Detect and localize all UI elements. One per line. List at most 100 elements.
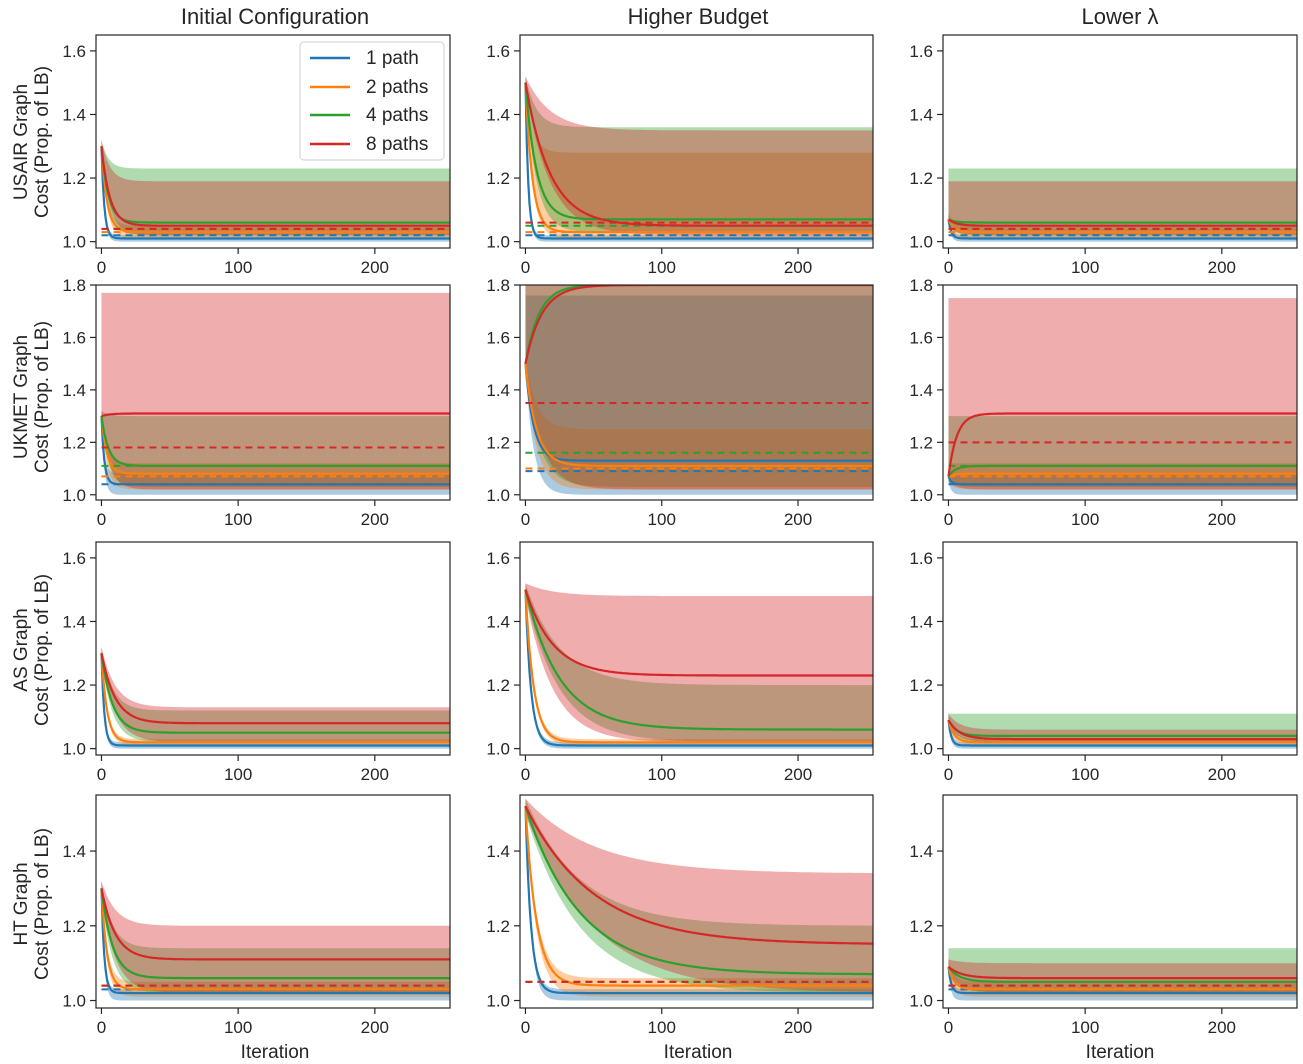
panel-frame-r1c2 (942, 284, 1298, 501)
line-1-path-r0c0 (100, 146, 450, 240)
panel-frame-r1c1 (519, 284, 874, 501)
y-tick-label-r1c1-2: 1.4 (486, 381, 510, 400)
band-8-paths-r1c1 (525, 285, 873, 490)
x-tick-label-r3c0-2: 200 (361, 1018, 389, 1037)
band-1-path-r1c1 (525, 295, 873, 495)
line-1-path-r3c0 (100, 888, 450, 995)
row-label-1-line1: UKMET Graph (11, 335, 32, 459)
line-4-paths-r2c2 (947, 719, 1297, 737)
panel-frame-r3c0 (95, 794, 451, 1009)
y-tick-label-r2c0-3: 1.6 (62, 549, 86, 568)
y-tick-label-r3c0-1: 1.2 (62, 917, 86, 936)
x-tick-label-r2c2-2: 200 (1208, 765, 1236, 784)
y-tick-label-r0c1-3: 1.6 (486, 42, 510, 61)
line-1-path-r2c0 (100, 653, 450, 747)
line-2-paths-r3c1 (524, 806, 873, 987)
band-2-paths-r1c0 (101, 410, 450, 490)
panel-frame-r2c0 (95, 541, 451, 756)
band-8-paths-r3c0 (101, 880, 450, 994)
line-1-path-r0c1 (524, 82, 873, 240)
row-label-1-line2: Cost (Prop. of LB) (32, 321, 53, 473)
y-tick-label-r0c1-0: 1.0 (486, 233, 510, 252)
band-2-paths-r3c2 (948, 959, 1297, 997)
line-1-path-r1c1 (524, 363, 873, 462)
row-label-3-line1: HT Graph (11, 862, 32, 945)
x-tick-label-r2c0-1: 100 (224, 765, 252, 784)
y-tick-label-r3c2-2: 1.4 (909, 842, 933, 861)
x-tick-label-r1c0-2: 200 (361, 510, 389, 529)
y-tick-label-r2c1-2: 1.4 (486, 612, 510, 631)
line-8-paths-r2c1 (524, 589, 873, 677)
y-tick-label-r0c0-1: 1.2 (62, 169, 86, 188)
band-8-paths-r3c1 (525, 798, 873, 992)
panel-frame-r2c1 (519, 541, 874, 756)
x-tick-label-r1c1-2: 200 (784, 510, 812, 529)
band-8-paths-r2c1 (525, 583, 873, 743)
line-4-paths-r1c1 (524, 285, 873, 364)
band-2-paths-r0c1 (525, 76, 873, 239)
y-tick-label-r2c1-1: 1.2 (486, 676, 510, 695)
line-8-paths-r3c2 (947, 966, 1297, 980)
x-tick-label-r3c0-1: 100 (224, 1018, 252, 1037)
line-2-paths-r3c0 (100, 888, 450, 991)
line-8-paths-r1c1 (524, 285, 873, 364)
y-tick-label-r3c1-0: 1.0 (486, 992, 510, 1011)
x-tick-label-r1c2-0: 0 (944, 510, 953, 529)
y-tick-label-r0c0-0: 1.0 (62, 233, 86, 252)
x-axis-label-1: Iteration (664, 1042, 733, 1063)
x-tick-label-r1c0-1: 100 (224, 510, 252, 529)
band-4-paths-r3c1 (525, 798, 873, 993)
x-tick-label-r2c1-2: 200 (784, 765, 812, 784)
line-4-paths-r2c0 (100, 653, 450, 734)
line-2-paths-r1c0 (100, 415, 450, 475)
y-tick-label-r2c1-3: 1.6 (486, 549, 510, 568)
line-1-path-r0c2 (947, 219, 1297, 240)
row-label-0-line2: Cost (Prop. of LB) (32, 66, 53, 218)
line-4-paths-r0c1 (524, 82, 873, 221)
line-2-paths-r3c2 (947, 966, 1297, 991)
band-8-paths-r1c0 (101, 292, 450, 490)
line-1-path-r2c1 (524, 589, 873, 747)
panel-frame-r0c2 (942, 34, 1298, 249)
x-tick-label-r0c0-2: 200 (361, 258, 389, 277)
legend-label-2-paths: 2 paths (366, 77, 428, 98)
line-2-paths-r2c1 (524, 589, 873, 744)
y-tick-label-r2c0-1: 1.2 (62, 676, 86, 695)
band-4-paths-r3c0 (101, 880, 450, 994)
y-tick-label-r2c2-3: 1.6 (909, 549, 933, 568)
y-tick-label-r1c2-3: 1.6 (909, 328, 933, 347)
col-title-2: Lower λ (1081, 4, 1158, 29)
band-8-paths-r0c1 (525, 76, 873, 236)
y-tick-label-r2c2-2: 1.4 (909, 612, 933, 631)
band-8-paths-r2c0 (101, 646, 450, 743)
y-tick-label-r1c1-1: 1.2 (486, 433, 510, 452)
legend-frame (299, 41, 445, 161)
y-tick-label-r1c0-4: 1.8 (62, 276, 86, 295)
x-tick-label-r3c2-0: 0 (944, 1018, 953, 1037)
y-tick-label-r2c2-1: 1.2 (909, 676, 933, 695)
line-4-paths-r0c0 (100, 146, 450, 224)
panel-frame-r3c2 (942, 794, 1298, 1009)
y-tick-label-r1c2-4: 1.8 (909, 276, 933, 295)
col-title-1: Higher Budget (628, 4, 769, 29)
x-axis-label-2: Iteration (1086, 1042, 1155, 1063)
y-tick-label-r1c0-3: 1.6 (62, 328, 86, 347)
labels: Initial Configuration Higher Budget Lowe… (11, 4, 1159, 1063)
y-tick-label-r3c2-1: 1.2 (909, 917, 933, 936)
x-tick-label-r2c1-1: 100 (648, 765, 676, 784)
panel-frame-r1c0 (95, 284, 451, 501)
axes: 1.0 1.2 1.4 1.6 0 100 200 1.0 1.2 1.4 1.6 0 100 200 1.… (62, 34, 1298, 1037)
line-4-paths-r3c0 (100, 888, 450, 980)
y-tick-label-r1c1-4: 1.8 (486, 276, 510, 295)
x-tick-label-r1c2-2: 200 (1208, 510, 1236, 529)
y-tick-label-r1c0-2: 1.4 (62, 381, 86, 400)
band-4-paths-r1c0 (101, 410, 450, 487)
y-tick-label-r0c2-0: 1.0 (909, 233, 933, 252)
band-4-paths-r0c0 (101, 139, 450, 236)
panel-frame-r3c1 (519, 794, 874, 1009)
x-tick-label-r0c1-2: 200 (784, 258, 812, 277)
x-tick-label-r0c0-0: 0 (97, 258, 106, 277)
line-8-paths-r0c0 (100, 146, 450, 227)
y-tick-label-r2c2-0: 1.0 (909, 740, 933, 759)
